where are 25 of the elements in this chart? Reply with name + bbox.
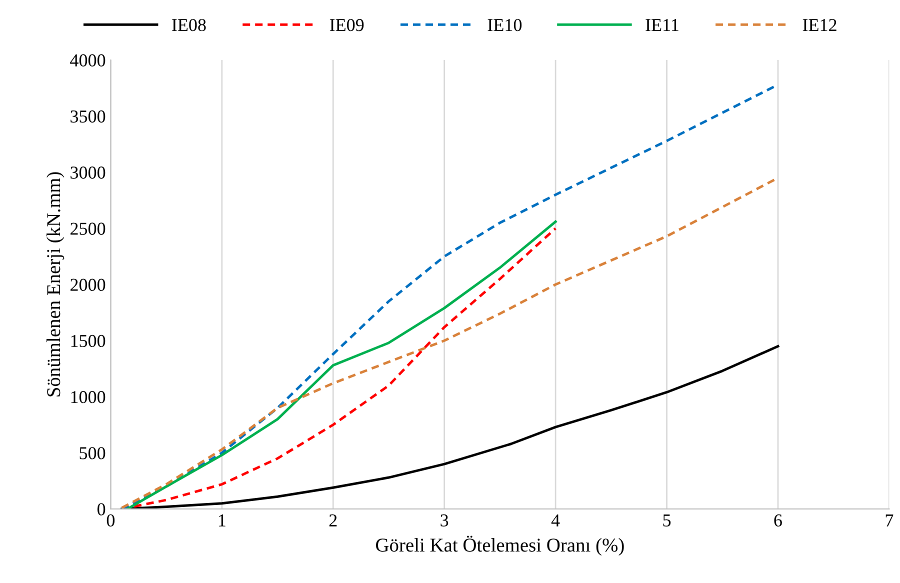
x-tick-label: 0 <box>106 514 115 527</box>
y-tick-label: 2500 <box>70 222 106 235</box>
legend-label: IE12 <box>802 19 836 31</box>
x-tick-label: 5 <box>663 514 671 527</box>
legend-label: IE09 <box>330 18 364 32</box>
x-tick-label: 1 <box>218 514 226 526</box>
x-axis-title: Göreli Kat Ötelemesi Oranı (%) <box>376 536 624 556</box>
line-series <box>120 344 780 509</box>
legend-label: IE08 <box>172 18 206 32</box>
legend-label: IE10 <box>488 18 522 32</box>
y-tick-label: 3000 <box>70 166 106 179</box>
y-axis-title: Sönümlenen Enerji (kN.mm) <box>46 172 64 396</box>
x-tick-label: 3 <box>440 514 448 527</box>
legend-label: IE11 <box>646 19 678 31</box>
x-tick-label: 2 <box>329 514 337 526</box>
x-tick-label: 7 <box>886 514 894 526</box>
x-tick-label: 4 <box>551 514 560 526</box>
y-tick-label: 0 <box>98 503 106 516</box>
y-tick-label: 1000 <box>71 390 106 404</box>
y-tick-label: 3500 <box>70 110 106 123</box>
y-tick-label: 500 <box>80 447 106 460</box>
x-tick-label: 6 <box>774 514 782 527</box>
y-tick-label: 4000 <box>70 54 106 66</box>
y-tick-label: 2000 <box>70 278 106 291</box>
y-tick-label: 1500 <box>71 334 106 348</box>
